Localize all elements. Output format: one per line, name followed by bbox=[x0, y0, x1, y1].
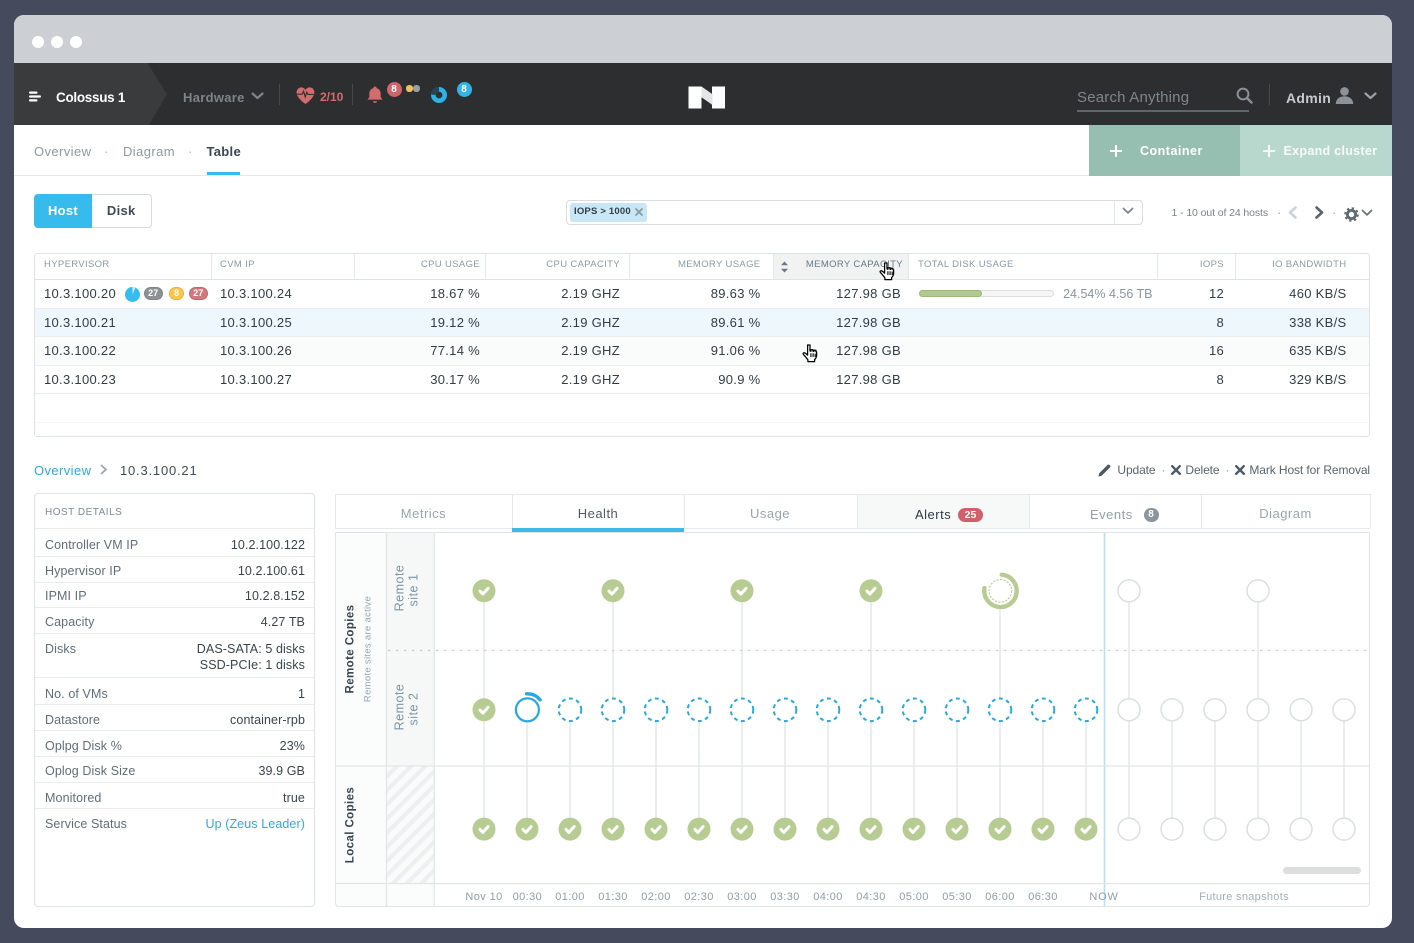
svg-text:Local Copies: Local Copies bbox=[345, 786, 357, 862]
svg-text:03:00: 03:00 bbox=[727, 891, 757, 903]
svg-text:Nov 10: Nov 10 bbox=[465, 891, 502, 903]
svg-text:Remote: Remote bbox=[393, 564, 407, 611]
svg-text:01:00: 01:00 bbox=[555, 891, 585, 903]
svg-text:04:30: 04:30 bbox=[856, 891, 886, 903]
svg-text:06:30: 06:30 bbox=[1028, 891, 1058, 903]
svg-text:06:00: 06:00 bbox=[985, 891, 1015, 903]
svg-text:02:00: 02:00 bbox=[641, 891, 671, 903]
svg-text:Remote sites are active: Remote sites are active bbox=[363, 595, 374, 701]
svg-text:05:00: 05:00 bbox=[899, 891, 929, 903]
svg-text:Remote Copies: Remote Copies bbox=[345, 604, 357, 693]
svg-text:site 1: site 1 bbox=[407, 573, 421, 606]
svg-text:Remote: Remote bbox=[393, 683, 407, 730]
svg-text:Future snapshots: Future snapshots bbox=[1199, 891, 1289, 903]
svg-text:site 2: site 2 bbox=[407, 692, 421, 725]
svg-text:01:30: 01:30 bbox=[598, 891, 628, 903]
svg-text:00:30: 00:30 bbox=[513, 891, 543, 903]
svg-text:05:30: 05:30 bbox=[942, 891, 972, 903]
svg-text:03:30: 03:30 bbox=[770, 891, 800, 903]
svg-text:NOW: NOW bbox=[1089, 891, 1118, 903]
svg-text:04:00: 04:00 bbox=[813, 891, 843, 903]
svg-text:02:30: 02:30 bbox=[684, 891, 714, 903]
